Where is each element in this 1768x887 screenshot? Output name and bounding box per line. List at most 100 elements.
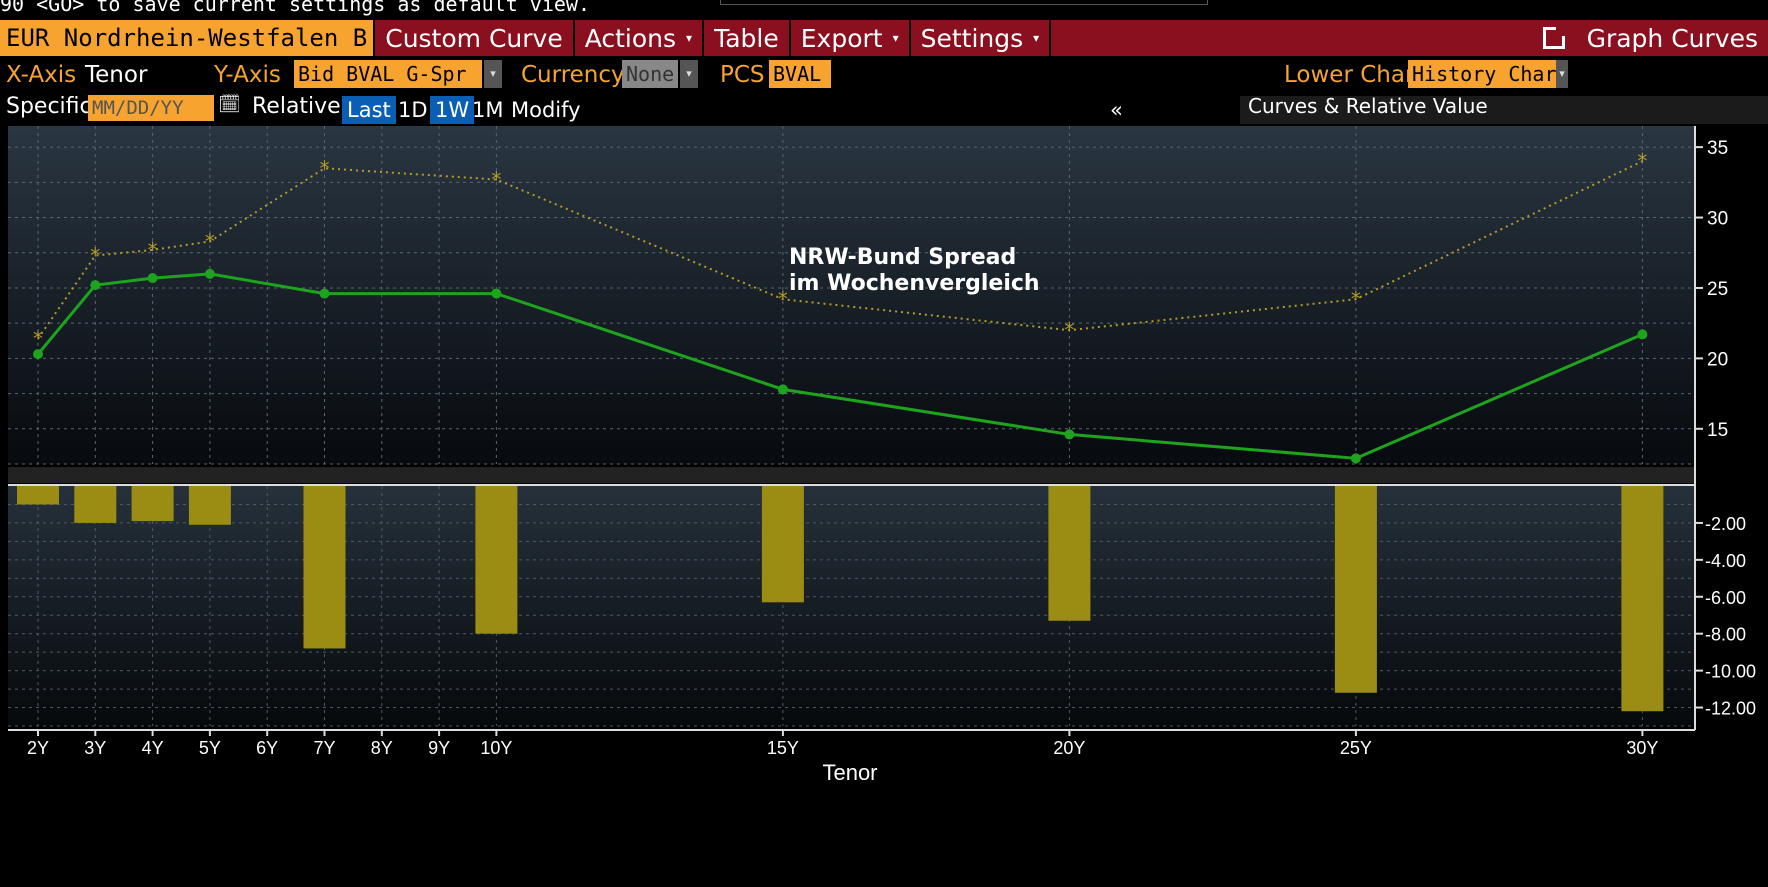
x-tick-label: 7Y xyxy=(313,738,335,758)
data-point xyxy=(1350,453,1361,464)
y-tick-label: -6.00 xyxy=(1705,588,1746,608)
change-bar xyxy=(761,486,804,603)
curves-panel-title: Curves & Relative Value xyxy=(1248,94,1488,118)
x-axis-title: Tenor xyxy=(822,760,877,785)
data-point: * xyxy=(90,244,100,268)
currency-label: Currency xyxy=(521,62,625,88)
toolbar: EUR Nordrhein-Westfalen B Custom Curve A… xyxy=(0,20,1768,56)
x-tick-label: 5Y xyxy=(199,738,221,758)
pcs-field[interactable]: BVAL xyxy=(769,60,831,88)
change-bar xyxy=(1621,486,1664,712)
x-tick-label: 20Y xyxy=(1053,738,1085,758)
settings-label: Settings xyxy=(920,23,1024,53)
data-point xyxy=(777,384,788,395)
change-bar xyxy=(1334,486,1377,693)
1d-button[interactable]: 1D xyxy=(398,98,428,122)
x-axis-value[interactable]: Tenor xyxy=(85,62,148,88)
y-axis-select[interactable]: Bid BVAL G-Spr xyxy=(294,60,482,88)
external-link-icon xyxy=(1542,24,1568,49)
lower-plot-background xyxy=(8,486,1695,726)
y-tick-label: -2.00 xyxy=(1705,514,1746,534)
x-tick-label: 6Y xyxy=(256,738,278,758)
relative-label: Relative xyxy=(252,94,341,119)
export-menu[interactable]: Export ▾ xyxy=(791,20,911,56)
y-tick-label: 35 xyxy=(1707,138,1728,159)
chevron-down-icon: ▾ xyxy=(686,31,693,45)
curve-chart: * * * * * * * * * * 15 20 25 30 35 -2.00 -4.00 -6.00 -8.0… xyxy=(8,126,1756,785)
y-tick-label: -4.00 xyxy=(1705,551,1746,571)
chevron-down-icon: ▾ xyxy=(892,31,899,45)
x-tick-label: 10Y xyxy=(480,738,512,758)
data-point: * xyxy=(205,229,215,253)
lower-chart-select[interactable]: History Chart xyxy=(1408,60,1569,88)
actions-label: Actions xyxy=(584,23,677,53)
1w-button[interactable]: 1W xyxy=(430,96,475,124)
last-button[interactable]: Last xyxy=(342,96,396,124)
data-point: * xyxy=(148,238,158,262)
data-point: * xyxy=(33,327,43,351)
instrument-field[interactable]: EUR Nordrhein-Westfalen B xyxy=(0,20,376,56)
actions-menu[interactable]: Actions ▾ xyxy=(575,20,705,56)
chevron-down-icon[interactable]: ▾ xyxy=(1556,60,1568,88)
change-bar xyxy=(188,486,231,525)
data-point xyxy=(147,273,158,284)
chart-annotation: im Wochenvergleich xyxy=(789,271,1040,296)
change-bar xyxy=(74,486,117,523)
data-point xyxy=(90,280,101,291)
prior-week-curve-line xyxy=(37,160,1643,340)
specific-label: Specific xyxy=(6,94,92,119)
x-tick-label: 25Y xyxy=(1340,738,1372,758)
data-point xyxy=(319,288,330,299)
change-bar xyxy=(303,486,346,649)
x-tick-label: 15Y xyxy=(767,738,799,758)
date-input[interactable]: MM/DD/YY xyxy=(88,95,214,121)
y-tick-label: -10.00 xyxy=(1705,662,1756,682)
data-point xyxy=(33,349,43,360)
export-label: Export xyxy=(800,23,883,53)
current-curve-line xyxy=(36,272,1643,460)
chevron-down-icon[interactable]: ▾ xyxy=(680,60,698,88)
chevron-down-icon: ▾ xyxy=(1033,31,1040,45)
x-tick-label: 3Y xyxy=(84,738,106,758)
change-bar xyxy=(1048,486,1091,621)
data-point xyxy=(491,288,502,299)
options-row: X-Axis Tenor Y-Axis Bid BVAL G-Spr ▾ Cur… xyxy=(0,60,1768,96)
table-button[interactable]: Table xyxy=(704,20,791,56)
notice-box xyxy=(720,0,1208,5)
change-bar xyxy=(17,486,59,505)
y-tick-label: 20 xyxy=(1707,349,1728,370)
chart-annotation: NRW-Bund Spread xyxy=(789,245,1016,270)
custom-curve-button[interactable]: Custom Curve xyxy=(375,20,575,56)
panel-splitter[interactable] xyxy=(8,467,1695,483)
data-point xyxy=(204,268,215,279)
x-tick-label: 30Y xyxy=(1626,738,1658,758)
calendar-icon[interactable]: 🗓 xyxy=(218,94,241,115)
date-row: Specific MM/DD/YY 🗓 Relative Last 1D 1W … xyxy=(0,94,1768,124)
data-point: * xyxy=(320,156,330,180)
data-point: * xyxy=(1351,287,1361,311)
data-point: * xyxy=(1064,318,1074,342)
chevron-down-icon[interactable]: ▾ xyxy=(484,60,502,88)
lower-chart-label: Lower Chart xyxy=(1284,62,1424,88)
data-point xyxy=(1064,429,1075,440)
modify-button[interactable]: Modify xyxy=(511,98,581,122)
y-tick-label: 25 xyxy=(1707,279,1728,300)
graph-curves-button[interactable]: Graph Curves xyxy=(1542,20,1758,56)
settings-menu[interactable]: Settings ▾ xyxy=(911,20,1052,56)
x-tick-label: 2Y xyxy=(27,738,49,758)
graph-curves-label: Graph Curves xyxy=(1586,23,1758,53)
currency-select[interactable]: None xyxy=(622,60,678,88)
x-tick-label: 8Y xyxy=(371,738,393,758)
change-bar xyxy=(475,486,518,634)
change-bar xyxy=(131,486,174,522)
data-point xyxy=(1637,329,1648,340)
curves-panel-header xyxy=(1240,96,1768,124)
y-tick-label: 15 xyxy=(1707,420,1728,441)
x-tick-label: 4Y xyxy=(142,738,164,758)
1m-button[interactable]: 1M xyxy=(472,98,504,122)
data-point: * xyxy=(491,168,501,192)
save-settings-notice: 90 <GO> to save current settings as defa… xyxy=(0,0,591,16)
y-axis-label: Y-Axis xyxy=(214,62,281,88)
y-tick-label: -8.00 xyxy=(1705,625,1746,645)
collapse-button[interactable]: « xyxy=(1110,98,1123,122)
